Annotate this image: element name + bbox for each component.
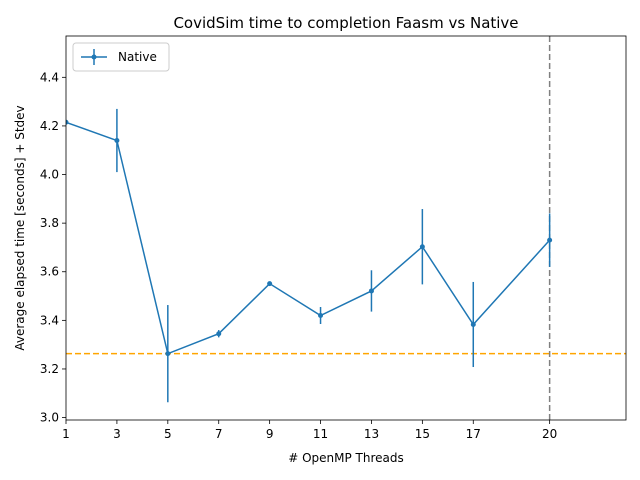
x-tick-label: 9 (266, 427, 274, 441)
x-tick-label: 11 (313, 427, 328, 441)
data-point (165, 351, 171, 357)
y-tick-label: 4.0 (40, 168, 59, 182)
data-point (419, 244, 425, 250)
x-tick-label: 17 (466, 427, 481, 441)
legend-marker (91, 54, 97, 60)
data-point (318, 312, 324, 318)
y-axis-label: Average elapsed time [seconds] + Stdev (13, 105, 27, 350)
data-point (547, 237, 553, 243)
y-tick-label: 3.2 (40, 362, 59, 376)
legend-box (72, 42, 170, 72)
y-tick-label: 3.6 (40, 265, 59, 279)
x-axis: 1 3 5 7 9 11 13 15 17 20 (62, 420, 557, 441)
x-tick-label: 1 (62, 427, 70, 441)
x-tick-label: 3 (113, 427, 121, 441)
x-tick-label: 5 (164, 427, 172, 441)
legend: Native (72, 42, 170, 72)
data-point (114, 138, 120, 144)
x-tick-label: 15 (415, 427, 430, 441)
x-tick-label: 20 (542, 427, 557, 441)
y-tick-label: 3.4 (40, 313, 59, 327)
x-tick-label: 7 (215, 427, 223, 441)
plot-content (66, 36, 626, 420)
series-line (66, 121, 551, 355)
plot-area (66, 36, 626, 420)
y-tick-label: 3.0 (40, 411, 59, 425)
plot-frame (65, 35, 627, 421)
data-point (66, 119, 69, 125)
legend-label-native: Native (118, 50, 157, 64)
chart-title: CovidSim time to completion Faasm vs Nat… (173, 14, 518, 32)
y-axis: 3.0 3.2 3.4 3.6 3.8 4.0 4.2 4.4 (40, 70, 66, 425)
data-point (216, 331, 222, 337)
data-point (470, 321, 476, 327)
data-point (267, 281, 273, 287)
y-tick-label: 3.8 (40, 216, 59, 230)
x-tick-label: 13 (364, 427, 379, 441)
x-axis-label: # OpenMP Threads (288, 451, 404, 465)
y-tick-label: 4.2 (40, 119, 59, 133)
data-point (368, 288, 374, 294)
y-tick-label: 4.4 (40, 70, 59, 84)
